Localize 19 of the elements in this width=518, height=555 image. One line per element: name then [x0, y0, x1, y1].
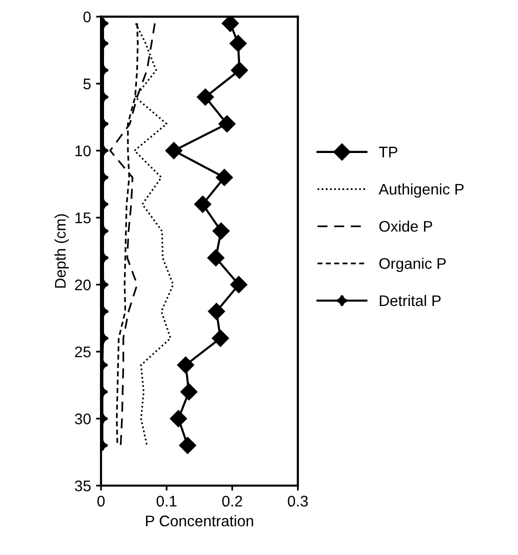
x-tick-label: 0 [97, 496, 105, 507]
legend-label: Oxide P [379, 220, 432, 232]
y-tick-label: 30 [74, 413, 91, 424]
y-tick-label: 10 [75, 146, 91, 156]
y-tick-label: 15 [75, 212, 91, 224]
legend-label: TP [378, 146, 398, 158]
y-tick-label: 35 [74, 480, 91, 492]
x-tick-label: 0.1 [156, 496, 176, 507]
legend-label: Detrital P [380, 294, 441, 306]
y-tick-label: 0 [83, 12, 91, 22]
y-tick-label: 5 [83, 78, 91, 90]
x-axis-title: P Concentration [146, 515, 254, 526]
y-tick-label: 25 [75, 346, 91, 358]
legend-label: Organic P [379, 258, 446, 272]
y-tick-label: 20 [75, 280, 91, 290]
x-tick-label: 0.3 [288, 496, 308, 507]
x-tick-label: 0.2 [222, 496, 242, 507]
y-axis-title: Depth (cm) [54, 214, 69, 288]
legend-label: Authigenic P [378, 183, 464, 198]
